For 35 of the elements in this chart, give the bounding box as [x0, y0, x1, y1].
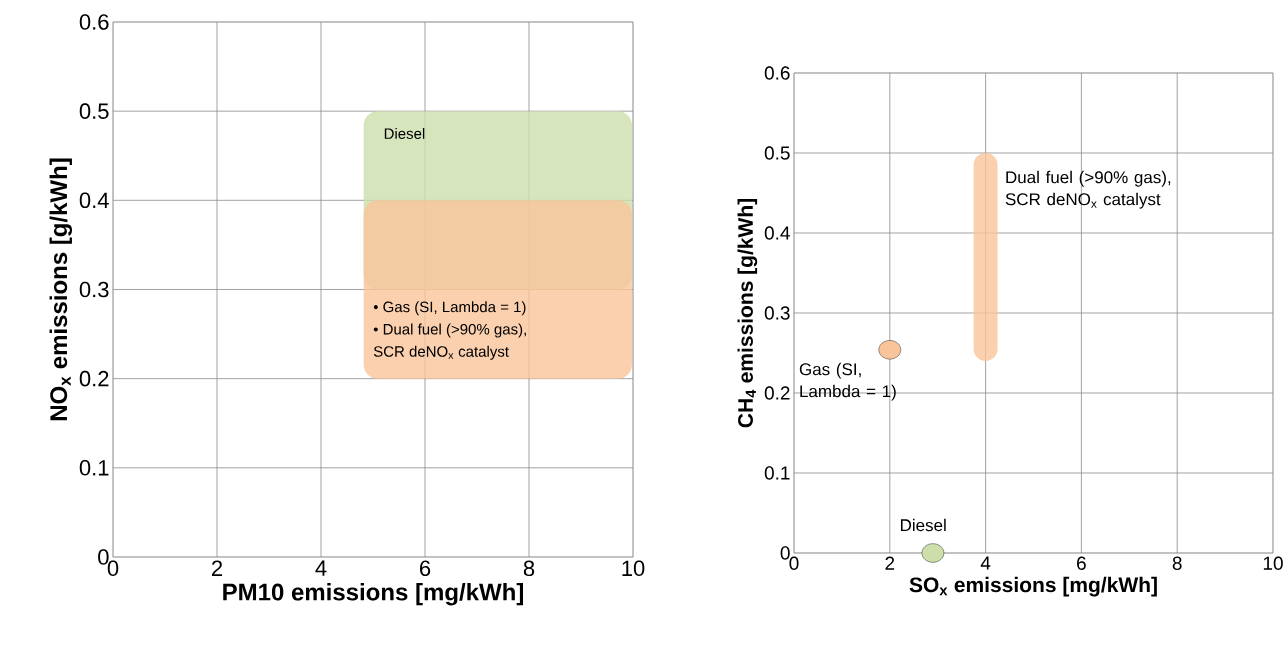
- x-tick-label: 4: [980, 556, 991, 570]
- x-tick-label: 4: [315, 560, 327, 576]
- y-tick-label: 0.4: [764, 226, 790, 240]
- y-tick-label: 0.5: [764, 146, 790, 160]
- y-axis-title: NO$_{x}$ emissions [g/kWh]: [49, 158, 73, 421]
- y-tick-label: 0.4: [79, 192, 109, 209]
- x-tick-label: 2: [885, 556, 895, 570]
- y-tick-label: 0.2: [79, 370, 109, 387]
- y-axis-title: CH$_{4}$ emissions [g/kWh]: [737, 199, 758, 428]
- annotation: • Gas (SI, Lambda = 1): [373, 301, 526, 316]
- series-label: Diesel: [900, 518, 946, 532]
- y-tick-label: 0.3: [764, 306, 790, 320]
- y-tick-label: 0.1: [79, 460, 109, 476]
- x-tick-label: 2: [212, 560, 223, 576]
- y-tick-label: 0.3: [79, 281, 109, 298]
- y-tick-label: 0.6: [764, 66, 790, 80]
- x-tick-label: 0: [789, 556, 799, 570]
- y-tick-label: 0.2: [764, 386, 790, 400]
- y-tick-label: 0.6: [79, 14, 109, 30]
- x-tick-label: 10: [1263, 556, 1283, 570]
- x-tick-label: 8: [1172, 556, 1182, 570]
- x-tick-label: 6: [1077, 556, 1086, 570]
- x-axis-title: PM10 emissions [mg/kWh]: [223, 582, 524, 606]
- x-axis-title: SO$_{x}$ emissions [mg/kWh]: [909, 576, 1157, 597]
- legend-label: Gas (SI, Lambda = 1): [799, 362, 896, 401]
- x-tick-label: 8: [523, 560, 535, 577]
- x-tick-label: 10: [622, 560, 645, 577]
- annotation: • Dual fuel (>90% gas),: [373, 323, 526, 338]
- series-label: Diesel: [384, 127, 425, 139]
- annotation: SCR deNO$_{x}$ catalyst: [373, 345, 509, 360]
- y-tick-label: 0: [780, 546, 790, 560]
- y-tick-label: 0.1: [764, 466, 790, 480]
- series-label: Dual fuel (>90% gas), SCR deNO$_{x}$ catalyst: [1005, 170, 1171, 209]
- x-tick-label: 6: [420, 560, 431, 577]
- y-tick-label: 0.5: [79, 103, 109, 119]
